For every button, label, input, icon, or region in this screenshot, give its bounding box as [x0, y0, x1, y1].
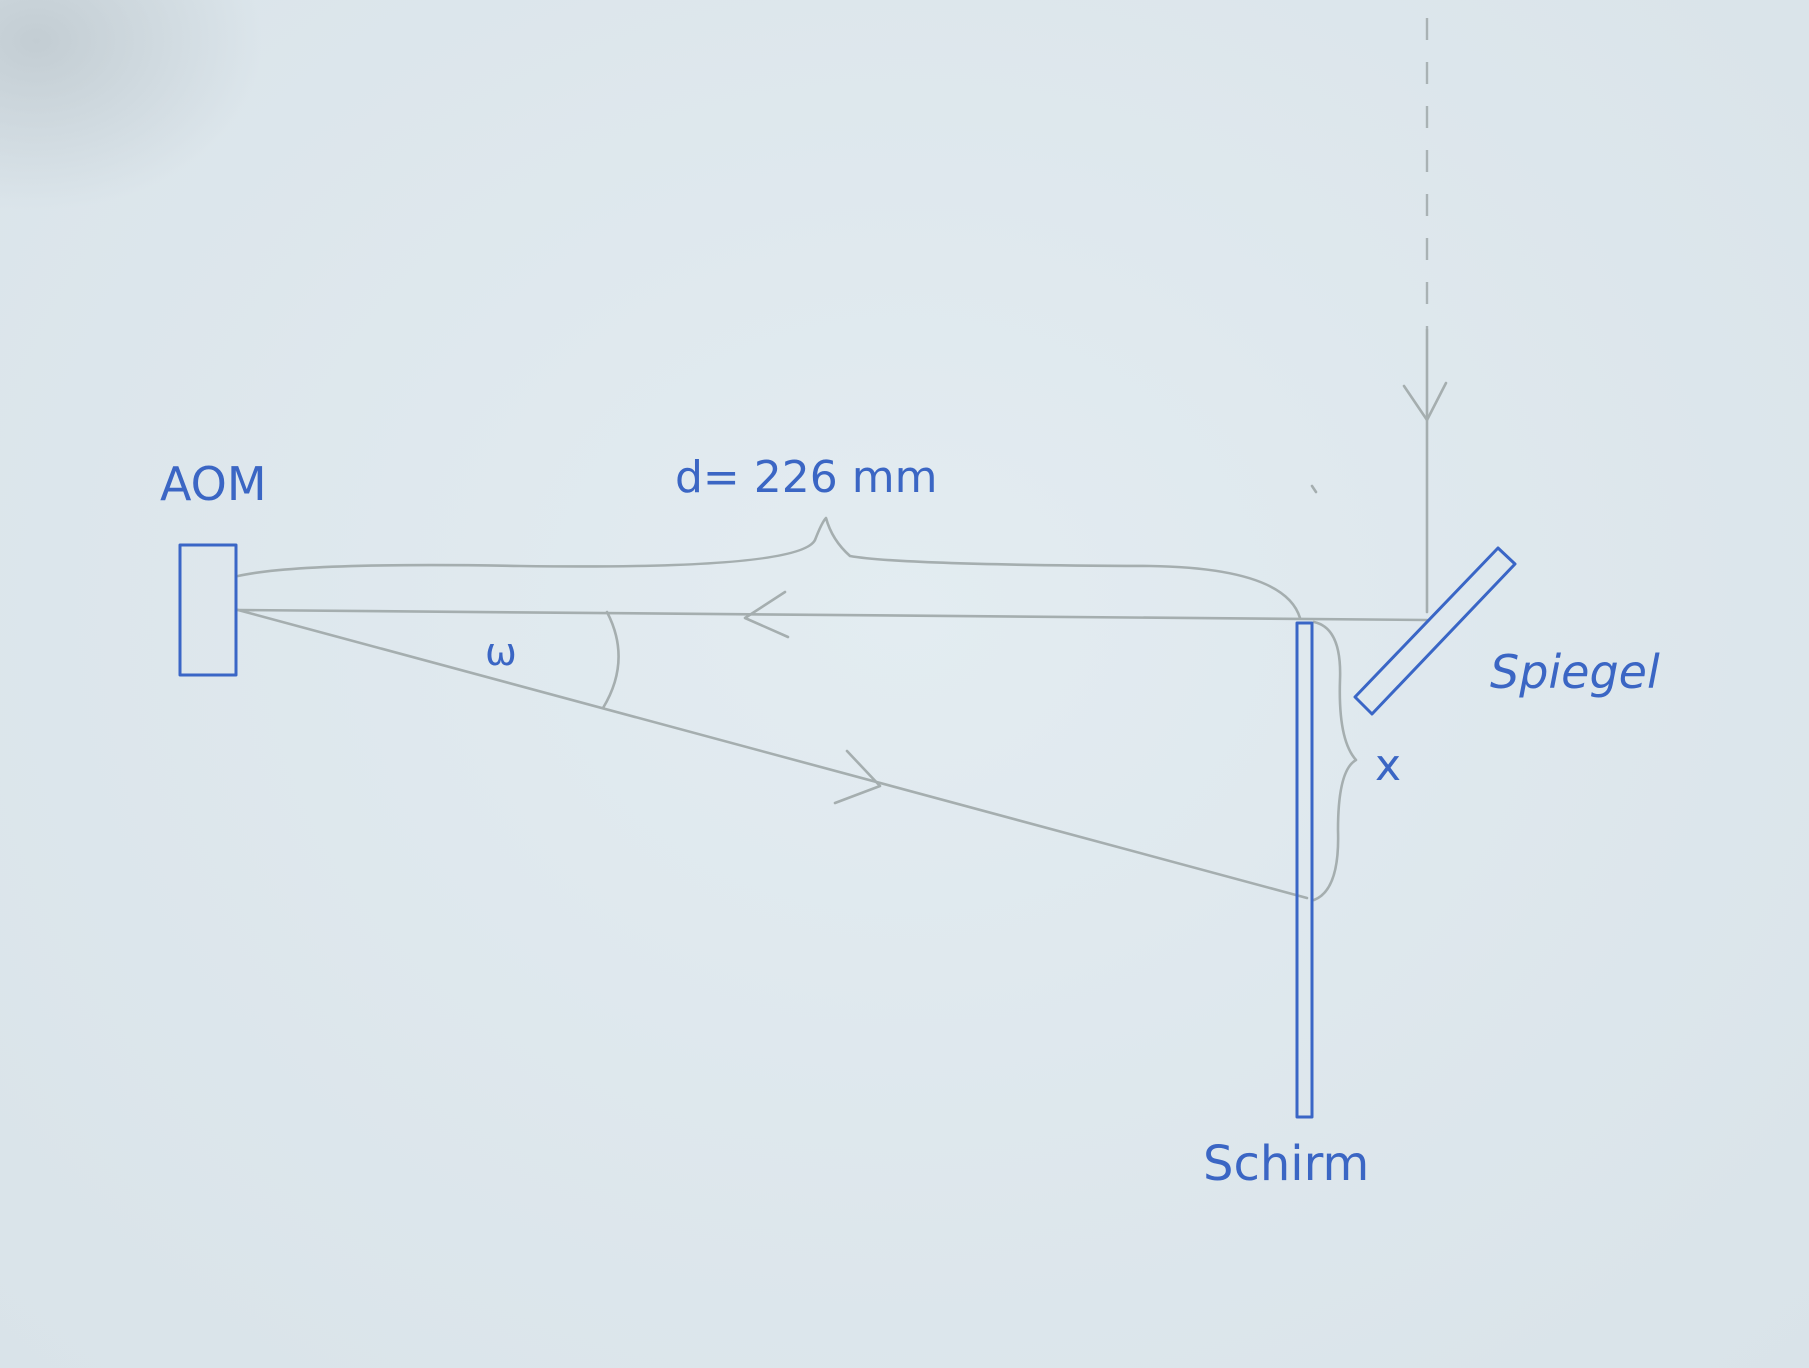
aom-label: AOM: [160, 457, 267, 511]
reflected-beam: [236, 608, 1429, 622]
incoming-beam-arrow: [1402, 381, 1448, 422]
pencil-tick: [1310, 484, 1318, 494]
diffracted-beam: [236, 608, 1309, 900]
offset-brace: [1312, 620, 1358, 902]
distance-label: d= 226 mm: [675, 452, 937, 503]
diffracted-beam-arrow: [833, 749, 882, 805]
angle-arc: [601, 610, 620, 710]
mirror: [1353, 546, 1517, 716]
mirror-label: Spiegel: [1490, 645, 1660, 699]
reflected-beam-arrow: [743, 590, 790, 639]
offset-label: x: [1375, 740, 1401, 791]
screen-bar: [1295, 621, 1314, 1119]
angle-label: ω: [485, 630, 517, 674]
aom-box: [178, 543, 238, 677]
distance-brace: [236, 516, 1302, 620]
screen-label: Schirm: [1203, 1136, 1369, 1192]
